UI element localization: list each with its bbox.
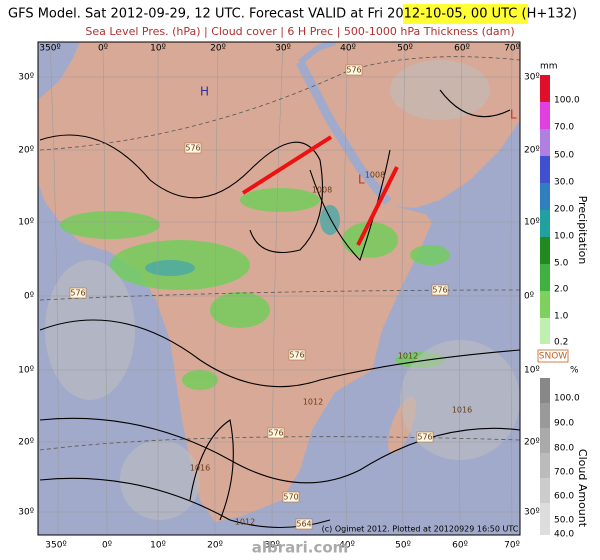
lat-label-left: 10º (18, 218, 34, 228)
contour-label: 576 (70, 289, 85, 298)
lat-label-left: 20º (18, 438, 34, 448)
lat-label-right: 20º (524, 146, 540, 156)
contour-label: 1012 (398, 352, 418, 361)
contour-label-box (288, 349, 306, 361)
title: GFS Model. Sat 2012-09-29, 12 UTC. Forec… (8, 7, 577, 22)
contour-label-box (431, 284, 449, 296)
lat-label-right: 0º (524, 292, 534, 302)
cloud-tick: 100.0 (554, 394, 580, 404)
cloud-tick: 40.0 (554, 530, 574, 540)
pressure-center: H (200, 85, 209, 99)
lon-label-top: 50º (397, 44, 413, 54)
contour-label: 1012 (235, 518, 255, 527)
contour-label: 1012 (303, 398, 323, 407)
lon-label-bottom: 70º (504, 541, 520, 551)
precip-tick: 50.0 (554, 151, 574, 161)
precip-tick: 30.0 (554, 178, 574, 188)
gulf (298, 42, 336, 65)
cloud-tick: 80.0 (554, 444, 574, 454)
lat-label-left: 30º (18, 508, 34, 518)
lon-label-bottom: 0º (102, 541, 112, 551)
pressure-center: L (358, 173, 365, 187)
precip-unit: mm (540, 62, 558, 72)
lon-label-top: 40º (340, 44, 356, 54)
lon-label-top: 20º (210, 44, 226, 54)
map-frame (37, 41, 521, 536)
annotation-lines (241, 135, 399, 246)
snow-label: SNOW (539, 352, 568, 362)
lat-label-right: 30º (524, 73, 540, 83)
precip-tick: 20.0 (554, 205, 574, 215)
contour-label: 1016 (452, 406, 472, 415)
snow-box (537, 349, 569, 363)
lat-label-left: 20º (18, 146, 34, 156)
cloud-tick: 50.0 (554, 516, 574, 526)
cloud-title: Cloud Amount (576, 449, 589, 528)
lat-label-right: 10º (524, 218, 540, 228)
lon-label-bottom: 50º (395, 541, 411, 551)
contour-label-box (69, 287, 87, 299)
credit: (c) Ogimet 2012. Plotted at 20120929 16:… (322, 525, 519, 534)
contour-label-box (184, 142, 202, 154)
contour-label-box (345, 64, 363, 76)
contour-label: 576 (417, 433, 432, 442)
contour-label: 1008 (312, 186, 332, 195)
lon-label-bottom: 30º (264, 541, 280, 551)
lon-label-top: 70º (504, 44, 520, 54)
lat-label-right: 30º (524, 508, 540, 518)
contour-label: 564 (296, 520, 311, 529)
precip-tick: 0.2 (554, 338, 568, 348)
precip-title: Precipitation (576, 196, 589, 265)
contour-label: 576 (289, 351, 304, 360)
contour-label: 576 (432, 286, 447, 295)
precip-tick: 70.0 (554, 123, 574, 133)
land (38, 42, 520, 522)
lat-label-left: 0º (24, 292, 34, 302)
lat-label-right: 20º (524, 438, 540, 448)
cloud-tick: 90.0 (554, 419, 574, 429)
lat-label-right: 10º (524, 366, 540, 376)
cloud-tick: 60.0 (554, 492, 574, 502)
precip-tick: 10.0 (554, 232, 574, 242)
lon-label-top: 350º (39, 44, 60, 54)
precip-tick: 5.0 (554, 259, 569, 269)
isobars (39, 89, 520, 528)
pressure-center: L (510, 108, 517, 122)
lat-label-left: 10º (18, 366, 34, 376)
cloud-colorbar (540, 378, 550, 535)
precipitation-colorbar (540, 75, 550, 344)
lon-label-bottom: 10º (150, 541, 166, 551)
contour-label: 576 (268, 429, 283, 438)
contour-label-box (267, 427, 285, 439)
cloud-unit: % (570, 366, 579, 376)
lon-label-bottom: 20º (207, 541, 223, 551)
lon-label-top: 0º (98, 44, 108, 54)
lon-label-bottom: 60º (452, 541, 468, 551)
contour-label: 576 (346, 66, 361, 75)
lon-label-top: 30º (275, 44, 291, 54)
contour-label-box (282, 491, 300, 503)
precipitation-areas (60, 188, 450, 390)
contour-label: 1016 (190, 464, 210, 473)
subtitle: Sea Level Pres. (hPa) | Cloud cover | 6 … (85, 25, 514, 38)
contour-label: 570 (283, 493, 298, 502)
contour-label: 576 (185, 144, 200, 153)
lon-label-top: 10º (150, 44, 166, 54)
watermark: albrari.com (252, 539, 349, 557)
lon-label-bottom: 350º (45, 541, 66, 551)
cloud-tick: 70.0 (554, 468, 574, 478)
contour-label-box (416, 431, 434, 443)
lat-label-left: 30º (18, 73, 34, 83)
precip-tick: 100.0 (554, 96, 580, 106)
title-highlight (403, 4, 528, 24)
precip-tick: 1.0 (554, 312, 569, 322)
contour-label-box (295, 518, 313, 530)
precip-tick: 2.0 (554, 285, 569, 295)
red-sea (296, 59, 392, 205)
lon-label-top: 60º (454, 44, 470, 54)
contour-label: 1008 (365, 171, 385, 180)
lon-label-bottom: 40º (339, 541, 355, 551)
